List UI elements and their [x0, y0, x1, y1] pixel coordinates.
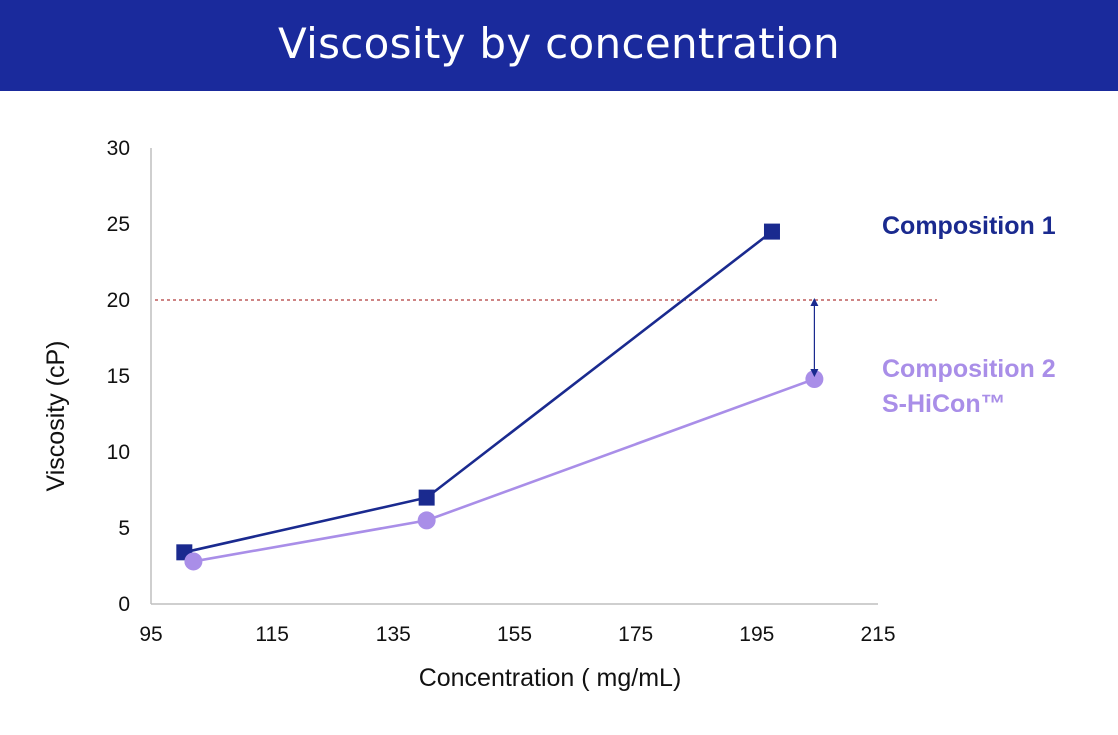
y-tick-labels: 0 5 10 15 20 25 30 — [107, 137, 130, 616]
chart-axes — [150, 148, 878, 605]
y-tick-label: 30 — [107, 137, 130, 160]
x-tick-labels: 95 115 135 155 175 195 215 — [139, 623, 895, 646]
data-point-composition-1 — [763, 223, 780, 240]
y-axis-title: Viscosity (cP) — [42, 341, 70, 492]
y-tick-label: 25 — [107, 213, 130, 236]
x-tick-label: 175 — [618, 623, 653, 646]
x-axis-title: Concentration ( mg/mL) — [419, 664, 682, 692]
legend-composition-1: Composition 1 — [882, 212, 1056, 240]
y-tick-label: 0 — [118, 593, 130, 616]
header-bar: Viscosity by concentration — [0, 0, 1118, 91]
x-tick-label: 115 — [255, 623, 288, 646]
data-point-composition-2 — [417, 511, 436, 530]
x-tick-label: 95 — [139, 623, 162, 646]
data-point-composition-2 — [805, 370, 824, 389]
series-markers — [176, 223, 824, 571]
y-tick-label: 10 — [107, 441, 130, 464]
series-line-2 — [193, 377, 815, 563]
data-point-composition-2 — [184, 552, 203, 571]
series-lines — [184, 230, 815, 563]
x-tick-label: 195 — [739, 623, 774, 646]
page-title: Viscosity by concentration — [278, 19, 840, 68]
legend-composition-2: Composition 2 — [882, 355, 1056, 383]
legend-composition-2-brand: S-HiCon™ — [882, 390, 1006, 418]
series-line-1 — [184, 230, 773, 554]
y-tick-label: 20 — [107, 289, 130, 312]
y-tick-label: 15 — [107, 365, 130, 388]
x-tick-label: 155 — [497, 623, 532, 646]
x-tick-label: 135 — [376, 623, 411, 646]
data-point-composition-1 — [418, 489, 435, 506]
x-tick-label: 215 — [860, 623, 895, 646]
y-tick-label: 5 — [118, 517, 130, 540]
